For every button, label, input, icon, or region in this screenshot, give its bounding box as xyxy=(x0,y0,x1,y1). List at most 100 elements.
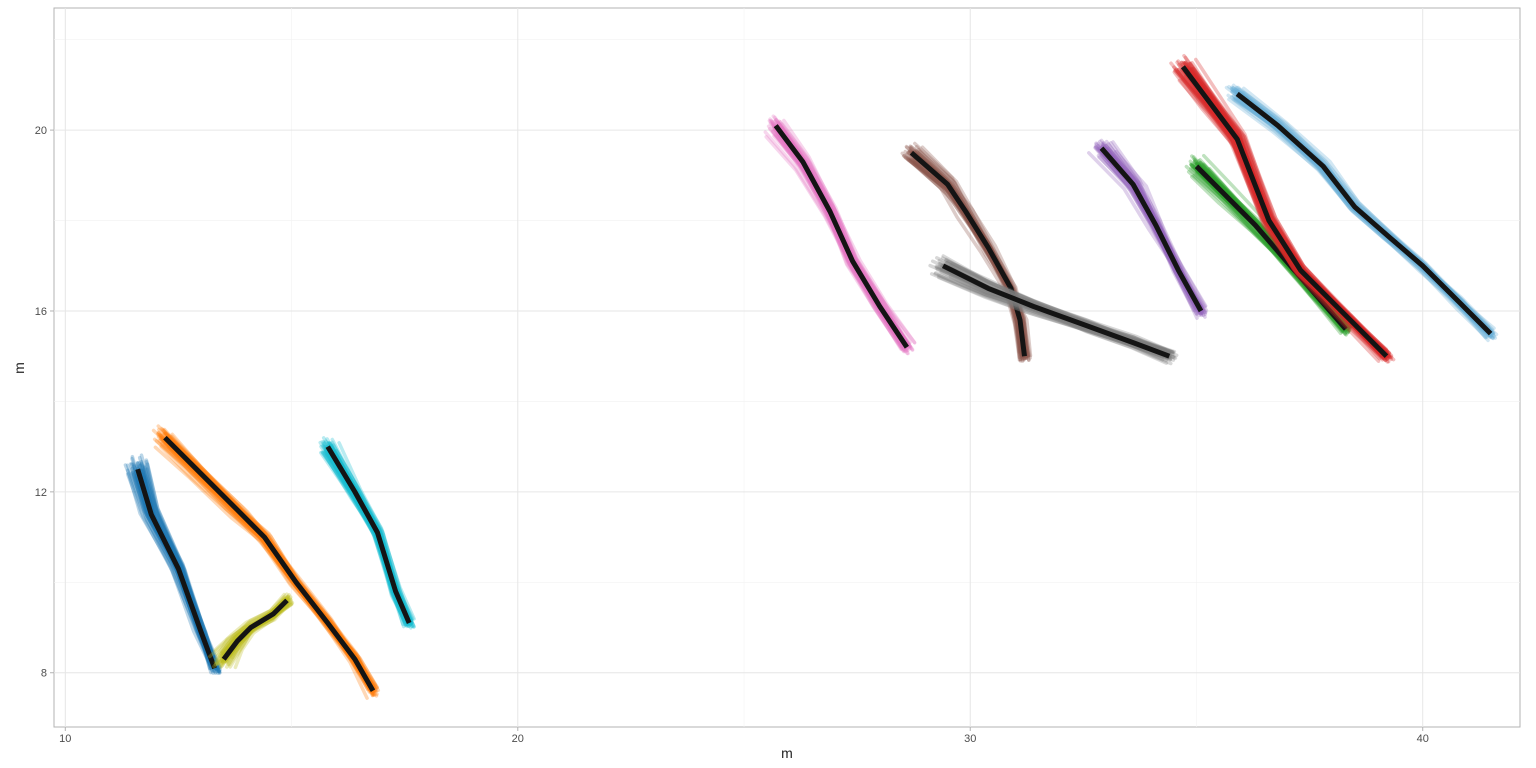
mean-trajectory xyxy=(1235,91,1493,336)
mean-trajectory xyxy=(1099,146,1204,313)
sample-trajectory xyxy=(941,254,1172,357)
sample-trajectory xyxy=(946,259,1175,355)
sample-trajectory xyxy=(775,130,903,349)
sample-trajectory xyxy=(123,463,215,675)
sample-trajectory xyxy=(1188,61,1389,359)
sample-trajectory xyxy=(1227,97,1495,341)
sample-trajectory xyxy=(1231,94,1491,338)
sample-trajectory xyxy=(934,271,1170,357)
x-tick-label: 30 xyxy=(964,733,976,745)
sample-trajectory xyxy=(221,599,294,665)
sample-trajectory xyxy=(125,472,211,665)
sample-trajectory xyxy=(1176,59,1382,361)
y-tick-label: 20 xyxy=(35,125,47,137)
mean-trajectory xyxy=(773,124,909,349)
sample-trajectory xyxy=(170,434,376,688)
sample-trajectory xyxy=(1169,61,1384,356)
sample-trajectory xyxy=(1195,170,1343,336)
series-group xyxy=(1087,138,1209,320)
minor-grid xyxy=(54,8,1520,727)
mean-trajectory xyxy=(325,445,412,624)
series-group xyxy=(208,592,295,670)
sample-trajectory xyxy=(225,601,290,664)
mean-trajectory xyxy=(1194,164,1348,331)
mean-trajectory xyxy=(1180,65,1389,358)
sample-trajectory xyxy=(142,464,219,672)
sample-trajectory xyxy=(779,127,917,345)
series-group xyxy=(900,141,1033,363)
sample-trajectory xyxy=(1182,53,1390,357)
sample-trajectory xyxy=(1099,150,1201,318)
sample-trajectory xyxy=(1242,86,1492,333)
sample-trajectory xyxy=(334,448,414,623)
sample-trajectory xyxy=(777,119,907,343)
y-axis-ticks: 8 12 16 20 xyxy=(35,125,54,680)
sample-trajectory xyxy=(1095,147,1201,313)
sample-trajectory xyxy=(908,156,1023,363)
x-tick-label: 40 xyxy=(1417,733,1429,745)
sample-trajectory xyxy=(330,447,413,622)
sample-trajectory xyxy=(157,432,374,694)
sample-trajectory xyxy=(1207,167,1349,331)
sample-trajectory xyxy=(916,147,1029,360)
sample-trajectory xyxy=(1198,163,1351,330)
sample-trajectory xyxy=(1242,99,1488,339)
mean-trajectory xyxy=(135,468,217,670)
y-tick-label: 8 xyxy=(41,668,47,680)
sample-trajectory xyxy=(914,150,1030,358)
y-tick-label: 12 xyxy=(35,487,47,499)
sample-trajectory xyxy=(233,604,285,670)
sample-trajectory xyxy=(1201,162,1353,328)
mean-trajectory xyxy=(909,150,1027,357)
series-group xyxy=(123,453,222,675)
sample-trajectory xyxy=(935,267,1165,359)
sample-trajectory xyxy=(1198,160,1350,330)
sample-trajectory xyxy=(125,468,213,665)
series-group xyxy=(318,436,416,630)
sample-trajectory xyxy=(213,592,286,652)
sample-trajectory xyxy=(156,432,375,697)
series-group xyxy=(1169,53,1396,364)
sample-trajectory xyxy=(1189,166,1350,333)
mean-trajectory xyxy=(221,598,289,661)
sample-trajectory xyxy=(166,445,375,693)
y-axis-title: m xyxy=(11,362,27,374)
sample-trajectory xyxy=(940,256,1175,356)
sample-trajectory xyxy=(1175,69,1388,363)
sample-trajectory xyxy=(936,273,1179,358)
sample-trajectory xyxy=(780,122,912,345)
sample-trajectory xyxy=(322,444,409,629)
major-grid xyxy=(54,8,1520,727)
x-tick-label: 20 xyxy=(512,733,524,745)
sample-trajectory xyxy=(912,160,1023,362)
sample-trajectory xyxy=(224,595,286,653)
sample-trajectory xyxy=(946,269,1173,366)
plot-panel xyxy=(53,7,1521,728)
series-group xyxy=(151,424,381,700)
sample-trajectory xyxy=(933,272,1172,362)
x-tick-label: 10 xyxy=(59,733,71,745)
y-tick-label: 16 xyxy=(35,306,47,318)
sample-trajectory xyxy=(159,445,374,694)
sample-trajectory xyxy=(138,463,221,674)
sample-trajectory xyxy=(230,602,293,660)
mean-trajectory xyxy=(941,263,1171,359)
sample-trajectory xyxy=(902,154,1021,360)
sample-trajectory xyxy=(144,458,220,675)
series-group xyxy=(1224,83,1499,343)
x-axis-ticks: 10 20 30 40 xyxy=(59,727,1429,745)
sample-trajectory xyxy=(1188,61,1389,353)
mean-trajectory xyxy=(163,435,376,693)
sample-trajectory xyxy=(1114,149,1202,308)
sample-trajectory xyxy=(1101,143,1208,308)
series-group xyxy=(763,114,917,356)
sample-trajectory xyxy=(943,258,1166,352)
series-group xyxy=(928,254,1179,366)
sample-trajectory xyxy=(950,262,1173,354)
sample-trajectory xyxy=(1181,60,1390,356)
sample-trajectory xyxy=(330,437,414,626)
sample-trajectory xyxy=(1183,55,1390,354)
series-group xyxy=(1184,153,1354,337)
series-layer xyxy=(123,53,1499,700)
